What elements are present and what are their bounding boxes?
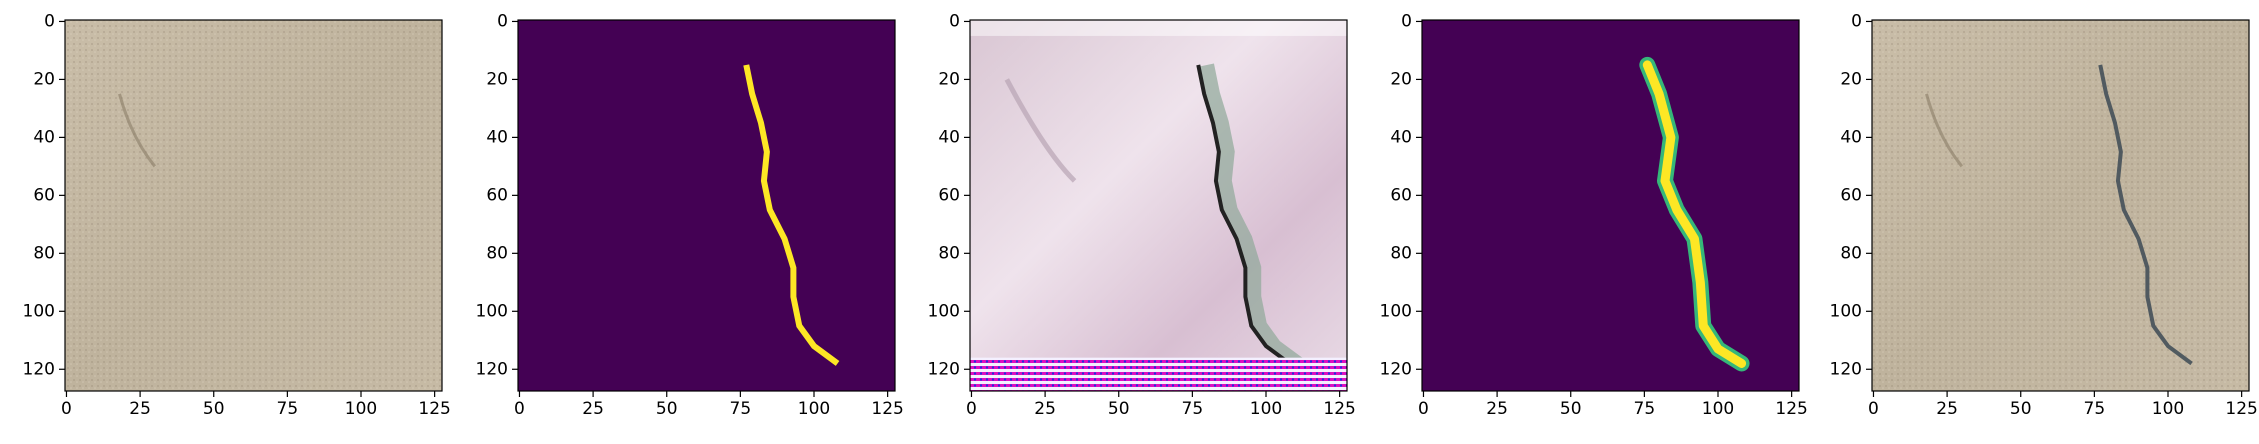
x-tick-label: 25 bbox=[1936, 399, 1958, 419]
x-tick-label: 25 bbox=[582, 399, 604, 419]
y-tick-label: 20 bbox=[33, 69, 55, 89]
y-tick-label: 120 bbox=[1380, 359, 1412, 379]
y-tick-label: 0 bbox=[497, 11, 508, 31]
y-tick-label: 100 bbox=[928, 301, 960, 321]
image bbox=[970, 20, 1347, 391]
x-tick-label: 75 bbox=[730, 399, 752, 419]
x-tick-label: 125 bbox=[871, 399, 903, 419]
x-tick-label: 0 bbox=[61, 399, 72, 419]
y-tick-label: 120 bbox=[928, 359, 960, 379]
y-tick-label: 100 bbox=[1830, 301, 1862, 321]
x-tick-label: 75 bbox=[2084, 399, 2106, 419]
y-tick-label: 40 bbox=[486, 127, 508, 147]
axes-frame bbox=[1421, 19, 1800, 392]
y-tick-label: 0 bbox=[1401, 11, 1412, 31]
crack bbox=[1642, 60, 1747, 368]
x-tick-label: 50 bbox=[2010, 399, 2032, 419]
x-tick-label: 100 bbox=[1702, 399, 1734, 419]
crack bbox=[1196, 64, 1291, 366]
y-tick-label: 120 bbox=[476, 359, 508, 379]
x-tick-label: 50 bbox=[203, 399, 225, 419]
texture bbox=[1872, 20, 2249, 391]
crack bbox=[743, 64, 840, 366]
y-tick-label: 20 bbox=[1840, 69, 1862, 89]
y-tick-label: 60 bbox=[1390, 185, 1412, 205]
top-band bbox=[970, 20, 1347, 36]
background bbox=[518, 20, 895, 391]
x-tick-label: 50 bbox=[1560, 399, 1582, 419]
x-tick-label: 0 bbox=[966, 399, 977, 419]
axes-frame bbox=[1871, 19, 2250, 392]
scratch bbox=[1004, 78, 1077, 183]
y-tick-label: 20 bbox=[1390, 69, 1412, 89]
y-tick-label: 100 bbox=[23, 301, 55, 321]
x-tick-label: 25 bbox=[1486, 399, 1508, 419]
background bbox=[970, 20, 1347, 391]
background bbox=[1422, 20, 1799, 391]
x-tick-label: 0 bbox=[514, 399, 525, 419]
x-tick-label: 125 bbox=[1323, 399, 1355, 419]
y-tick-label: 80 bbox=[1390, 243, 1412, 263]
panel: 0 25 50 75 100 125 0 20 40 60 80 100 120 bbox=[23, 11, 451, 419]
y-tick-label: 60 bbox=[1840, 185, 1862, 205]
image bbox=[518, 20, 895, 391]
crack bbox=[2098, 64, 2193, 366]
y-tick-label: 80 bbox=[1840, 243, 1862, 263]
x-tick-label: 100 bbox=[798, 399, 830, 419]
x-tick-label: 75 bbox=[277, 399, 299, 419]
x-tick-label: 75 bbox=[1182, 399, 1204, 419]
panel: 0 25 50 75 100 125 0 20 40 60 80 100 120 bbox=[1380, 11, 1808, 419]
scratch bbox=[1925, 93, 1963, 168]
y-tick-label: 60 bbox=[33, 185, 55, 205]
artifact-band bbox=[970, 357, 1347, 391]
y-tick-label: 100 bbox=[1380, 301, 1412, 321]
y-tick-label: 0 bbox=[1851, 11, 1862, 31]
x-tick-label: 0 bbox=[1868, 399, 1879, 419]
x-tick-label: 125 bbox=[418, 399, 450, 419]
panel: 0 25 50 75 100 125 0 20 40 60 80 100 120 bbox=[928, 11, 1356, 419]
y-tick-label: 100 bbox=[476, 301, 508, 321]
panel: 0 25 50 75 100 125 0 20 40 60 80 100 120 bbox=[1830, 11, 2258, 419]
image bbox=[65, 20, 442, 391]
y-tick-label: 60 bbox=[938, 185, 960, 205]
axes-frame bbox=[64, 19, 443, 392]
x-tick-label: 100 bbox=[2152, 399, 2184, 419]
crack-halo bbox=[1200, 63, 1303, 370]
x-tick-label: 50 bbox=[1108, 399, 1130, 419]
y-tick-label: 20 bbox=[938, 69, 960, 89]
y-tick-label: 80 bbox=[486, 243, 508, 263]
y-tick-label: 120 bbox=[1830, 359, 1862, 379]
y-tick-label: 80 bbox=[33, 243, 55, 263]
x-tick-label: 100 bbox=[345, 399, 377, 419]
y-tick-label: 80 bbox=[938, 243, 960, 263]
panel: 0 25 50 75 100 125 0 20 40 60 80 100 120 bbox=[476, 11, 904, 419]
scratch bbox=[118, 93, 156, 168]
axes-frame bbox=[517, 19, 896, 392]
y-tick-label: 40 bbox=[33, 127, 55, 147]
y-tick-label: 60 bbox=[486, 185, 508, 205]
y-tick-label: 120 bbox=[23, 359, 55, 379]
x-tick-label: 25 bbox=[129, 399, 151, 419]
x-tick-label: 25 bbox=[1034, 399, 1056, 419]
y-tick-label: 40 bbox=[938, 127, 960, 147]
y-tick-label: 40 bbox=[1840, 127, 1862, 147]
y-tick-label: 0 bbox=[949, 11, 960, 31]
x-tick-label: 75 bbox=[1634, 399, 1656, 419]
image bbox=[1422, 20, 1799, 391]
image bbox=[1872, 20, 2249, 391]
x-tick-label: 125 bbox=[1775, 399, 1807, 419]
texture bbox=[65, 20, 442, 391]
x-tick-label: 50 bbox=[656, 399, 678, 419]
x-tick-label: 0 bbox=[1418, 399, 1429, 419]
y-tick-label: 20 bbox=[486, 69, 508, 89]
x-tick-label: 100 bbox=[1250, 399, 1282, 419]
y-tick-label: 40 bbox=[1390, 127, 1412, 147]
x-tick-label: 125 bbox=[2225, 399, 2257, 419]
y-tick-label: 0 bbox=[44, 11, 55, 31]
axes-frame bbox=[969, 19, 1348, 392]
